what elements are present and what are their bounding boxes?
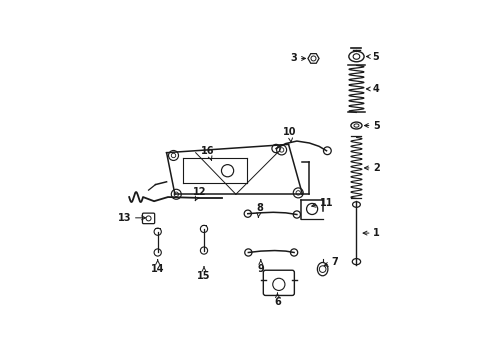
- Text: 5: 5: [367, 51, 379, 62]
- Text: 14: 14: [151, 260, 165, 274]
- Text: 2: 2: [365, 163, 380, 173]
- Text: 11: 11: [312, 198, 333, 208]
- Text: 15: 15: [197, 267, 211, 281]
- Text: 13: 13: [118, 213, 146, 223]
- Text: 5: 5: [365, 121, 380, 131]
- Text: 4: 4: [367, 84, 380, 94]
- Text: 7: 7: [324, 257, 338, 267]
- Text: 10: 10: [283, 127, 296, 142]
- Text: 6: 6: [274, 293, 281, 307]
- Text: 12: 12: [193, 186, 207, 201]
- Text: 1: 1: [363, 228, 380, 238]
- Text: 8: 8: [256, 203, 263, 217]
- Text: 9: 9: [257, 260, 264, 274]
- Text: 3: 3: [291, 53, 305, 63]
- Text: 16: 16: [201, 146, 215, 161]
